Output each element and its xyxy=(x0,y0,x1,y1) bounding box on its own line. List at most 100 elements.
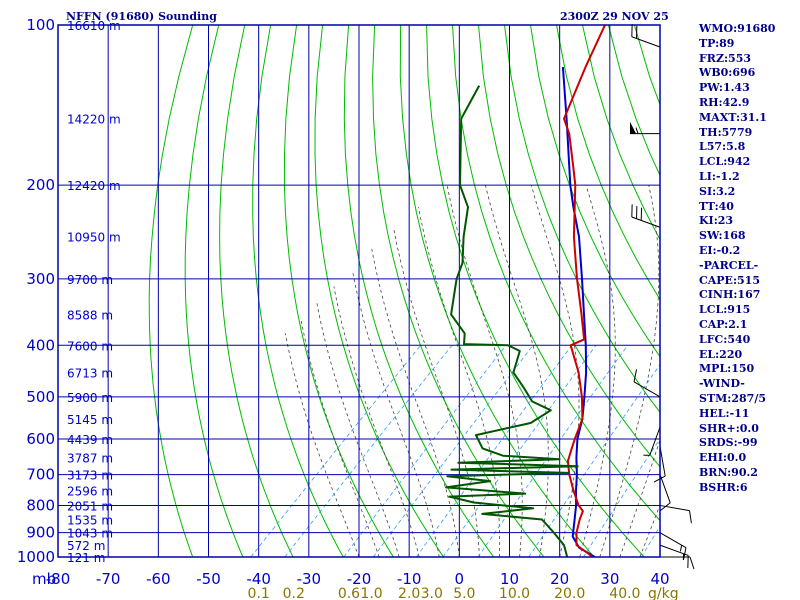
pressure-label: 1000 xyxy=(17,548,55,566)
height-label: 2051 m xyxy=(67,499,113,513)
temperature-tick-label: 0 xyxy=(455,570,465,588)
index-entry: -PARCEL- xyxy=(699,258,759,272)
wind-barb-half-feather xyxy=(635,127,639,134)
pressure-label: 700 xyxy=(26,466,55,484)
wind-barb-staff xyxy=(659,446,666,477)
mixing-ratio-label: 3.0 xyxy=(421,586,443,600)
moist-adiabat-line xyxy=(352,270,440,557)
index-entry: HEL:-11 xyxy=(699,406,750,420)
index-entry: PW:1.43 xyxy=(699,81,750,95)
dry-adiabat-line xyxy=(184,25,244,557)
index-entry: TP:89 xyxy=(699,36,735,50)
index-entry: EI:-0.2 xyxy=(699,243,741,257)
pressure-label: 500 xyxy=(26,388,55,406)
wind-barb xyxy=(660,556,695,570)
index-entry: SHR+:0.0 xyxy=(699,421,759,435)
isotherm-lines xyxy=(58,25,660,557)
wind-barb xyxy=(630,121,660,135)
mixing-ratio-label: 2.0 xyxy=(398,586,420,600)
index-entry: CAPE:515 xyxy=(699,273,760,287)
pressure-unit-label: mb xyxy=(32,570,56,588)
wind-barb xyxy=(643,426,661,456)
mixing-ratio-line xyxy=(373,345,534,557)
height-label: 572 m xyxy=(67,539,105,553)
wind-barb-staff xyxy=(659,474,671,503)
index-entry: LCL:915 xyxy=(699,303,751,317)
moist-adiabat-line xyxy=(446,185,523,557)
dry-adiabat-line xyxy=(399,25,595,557)
dry-adiabat-line xyxy=(556,25,660,301)
plot-frame xyxy=(57,24,661,558)
mixing-ratio-label: 20.0 xyxy=(554,586,585,600)
wind-barb-half-feather xyxy=(679,545,683,552)
index-entry: MPL:150 xyxy=(699,362,755,376)
index-entry: -WIND- xyxy=(699,377,745,391)
dry-adiabat-line xyxy=(372,25,545,557)
temperature-tick-label: -60 xyxy=(146,570,171,588)
height-label: 7600 m xyxy=(67,339,113,353)
dry-adiabat-line xyxy=(530,25,660,358)
index-entry: WB0:696 xyxy=(699,66,756,80)
dry-adiabat-line xyxy=(252,25,344,557)
mixing-ratio-line xyxy=(477,345,629,557)
height-label: 4439 m xyxy=(67,433,113,447)
temperature-tick-label: -40 xyxy=(246,570,271,588)
pressure-label: 100 xyxy=(26,16,55,34)
wind-barb xyxy=(659,504,692,524)
moist-adiabat-line xyxy=(530,184,580,557)
height-label: 6713 m xyxy=(67,367,113,381)
wind-barbs xyxy=(630,24,695,570)
dry-adiabat-line xyxy=(148,25,194,557)
index-entry: LI:-1.2 xyxy=(699,169,740,183)
sounding-indices: WMO:91680 TP:89 FRZ:553 WB0:696 PW:1.43 RH:42… xyxy=(699,22,799,496)
mixing-ratio-label: 5.0 xyxy=(453,586,475,600)
height-label: 16610 m xyxy=(67,19,121,33)
height-label: 12420 m xyxy=(67,179,121,193)
index-entry: EL:220 xyxy=(699,347,743,361)
temperature-tick-label: -10 xyxy=(397,570,422,588)
index-entry: TH:5779 xyxy=(699,125,753,139)
wind-barb-feather xyxy=(689,556,695,570)
pressure-label: 800 xyxy=(26,496,55,514)
index-entry: FRZ:553 xyxy=(699,51,752,65)
index-entry: SRDS:-99 xyxy=(699,436,758,450)
sounding-time: 2300Z 29 NOV 25 xyxy=(560,10,669,23)
mixing-ratio-unit-label: g/kg xyxy=(648,586,679,600)
wind-barb-staff xyxy=(659,504,690,512)
height-label: 10950 m xyxy=(67,231,121,245)
index-entry: LFC:540 xyxy=(699,332,751,346)
height-label: 2596 m xyxy=(67,485,113,499)
index-entry: WMO:91680 xyxy=(699,22,776,35)
index-entry: BSHR:6 xyxy=(699,480,748,494)
moist-adiabat-line xyxy=(333,286,420,557)
height-label: 121 m xyxy=(67,551,105,565)
mixing-ratio-label: 0.2 xyxy=(283,586,305,600)
index-entry: CAP:2.1 xyxy=(699,317,748,331)
index-entry: KI:23 xyxy=(699,214,734,228)
temperature-tick-label: 40 xyxy=(650,570,669,588)
temperature-tick-label: -30 xyxy=(297,570,322,588)
mixing-ratio-label: 0.6 xyxy=(338,586,360,600)
height-label: 14220 m xyxy=(67,113,121,127)
mixing-ratio-line xyxy=(250,345,422,557)
wind-barb-flag xyxy=(630,121,636,134)
index-entry: STM:287/5 xyxy=(699,391,766,405)
wind-barb-feather xyxy=(689,510,692,524)
moist-adiabat-line xyxy=(599,185,660,557)
mixing-ratio-label: 40.0 xyxy=(609,586,640,600)
moist-adiabat-line xyxy=(300,320,380,557)
temperature-tick-label: -50 xyxy=(196,570,221,588)
height-label: 5145 m xyxy=(67,413,113,427)
pressure-label: 600 xyxy=(26,430,55,448)
moist-adiabat-line xyxy=(316,300,400,557)
dry-adiabat-line xyxy=(283,25,394,557)
pressure-label: 400 xyxy=(26,336,55,354)
index-entry: RH:42.9 xyxy=(699,95,750,109)
temperature-trace xyxy=(563,25,606,557)
mixing-ratio-label: 10.0 xyxy=(499,586,530,600)
index-entry: CINH:167 xyxy=(699,288,761,302)
mixing-ratio-label: 0.1 xyxy=(248,586,270,600)
dewpoint-trace xyxy=(445,85,579,557)
dry-adiabat-line xyxy=(478,25,660,468)
